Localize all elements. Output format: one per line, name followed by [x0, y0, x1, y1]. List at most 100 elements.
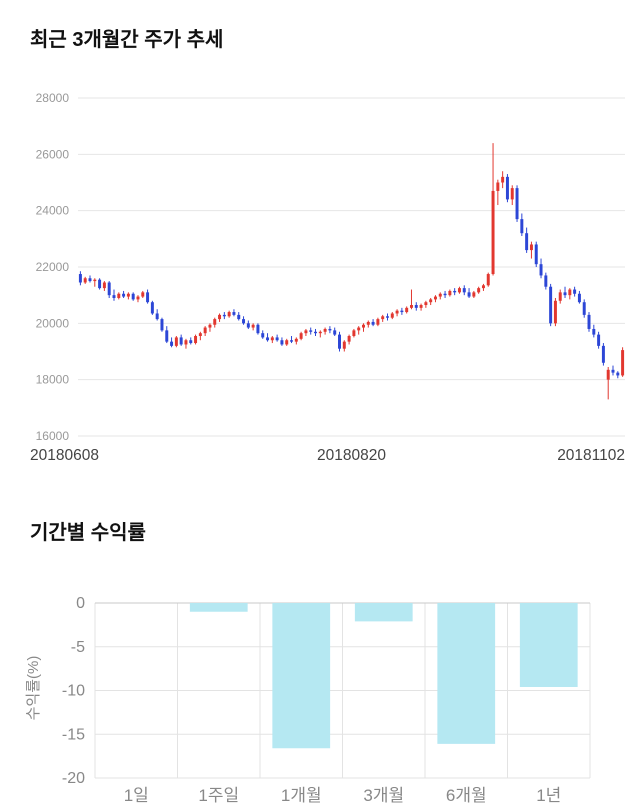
candlestick [573, 289, 577, 294]
candlestick [242, 319, 246, 324]
price-chart: 16000 18000 20000 22000 24000 26000 28000 20180… [30, 91, 625, 464]
candlestick [496, 182, 500, 191]
candlestick [424, 302, 428, 306]
x-tick-label: 20180608 [30, 447, 99, 464]
category-label: 1일 [124, 786, 149, 805]
candlestick [443, 293, 447, 296]
y-tick-label: -5 [71, 639, 85, 656]
candlestick [112, 295, 116, 298]
candlestick [165, 330, 169, 342]
candlestick [280, 340, 284, 345]
candlestick [102, 282, 106, 289]
y-tick-label: 26000 [36, 147, 70, 161]
candlestick [553, 300, 557, 324]
y-tick-label: 24000 [36, 204, 70, 218]
candlestick [621, 350, 625, 376]
candlestick [189, 340, 193, 344]
candlestick [88, 278, 92, 282]
candlestick [558, 292, 562, 301]
bar [519, 603, 578, 687]
x-tick-label: 20180820 [317, 447, 386, 464]
candlestick [362, 324, 365, 328]
candlestick [582, 302, 586, 315]
y-tick-label: 20000 [36, 316, 70, 330]
candlestick [433, 296, 437, 300]
candlestick [371, 321, 375, 325]
candlestick [520, 219, 524, 234]
candlestick [414, 305, 418, 308]
candlestick [357, 327, 361, 331]
candlestick [122, 293, 126, 297]
candlestick [539, 264, 543, 276]
candlestick [347, 336, 351, 342]
candlestick [294, 338, 298, 342]
candlestick [170, 341, 174, 346]
candlestick [150, 302, 154, 314]
candlestick [285, 340, 289, 345]
candlestick [405, 307, 409, 313]
candlestick [222, 314, 226, 317]
candlestick [309, 330, 313, 332]
candlestick [501, 176, 505, 183]
candlestick [376, 319, 380, 325]
candlestick [525, 233, 529, 251]
candlestick [318, 331, 322, 334]
category-label: 1개월 [281, 786, 322, 805]
candlestick [290, 340, 294, 342]
candlestick [174, 337, 178, 346]
candlestick [256, 324, 260, 334]
candlestick [131, 293, 135, 300]
candlestick [438, 293, 442, 297]
candlestick [481, 285, 485, 289]
candlestick [198, 333, 202, 337]
candlestick [462, 288, 466, 293]
bar [272, 603, 331, 749]
y-tick-label: 0 [76, 595, 85, 612]
candlestick [409, 305, 413, 308]
candlestick [117, 293, 121, 298]
candlestick [208, 324, 212, 328]
candlestick [385, 316, 389, 318]
candlestick [275, 337, 279, 341]
candlestick [400, 310, 404, 313]
candlestick [323, 328, 327, 332]
y-tick-label: 18000 [36, 373, 70, 387]
candlestick [448, 290, 452, 296]
y-tick-label: 16000 [36, 429, 70, 443]
candlestick [232, 312, 236, 315]
candlestick [366, 321, 370, 325]
candlestick [333, 330, 337, 335]
y-tick-label: -15 [62, 726, 85, 743]
candlestick [453, 290, 457, 293]
bar [354, 603, 413, 622]
candlestick [266, 337, 270, 341]
candlestick [606, 369, 610, 380]
candlestick [270, 337, 274, 341]
category-label: 3개월 [363, 786, 404, 805]
candlestick [577, 293, 581, 303]
candlestick [395, 310, 399, 314]
bar [437, 603, 496, 744]
candlestick [155, 313, 159, 320]
candlestick [477, 288, 481, 293]
returns-chart: 0 -5 -10 -15 -20 1일 1주일 1개월 3개월 6개월 1년 수익률(%) [25, 595, 591, 805]
candlestick [78, 274, 82, 283]
category-label: 6개월 [446, 786, 487, 805]
category-label: 1년 [536, 786, 561, 805]
bar [189, 603, 248, 612]
candlestick [381, 316, 385, 320]
candlestick [352, 330, 356, 337]
candlestick [304, 330, 308, 334]
candlestick [529, 244, 533, 251]
candlestick [467, 292, 471, 297]
y-tick-label: 28000 [36, 91, 70, 105]
candlestick [419, 305, 423, 308]
candlestick [486, 274, 490, 286]
candlestick [194, 336, 198, 344]
candlestick [510, 188, 514, 200]
candlestick [126, 293, 130, 297]
candlestick [179, 337, 183, 345]
candlestick [472, 292, 476, 297]
candlestick [429, 299, 433, 303]
candlestick [515, 188, 519, 220]
